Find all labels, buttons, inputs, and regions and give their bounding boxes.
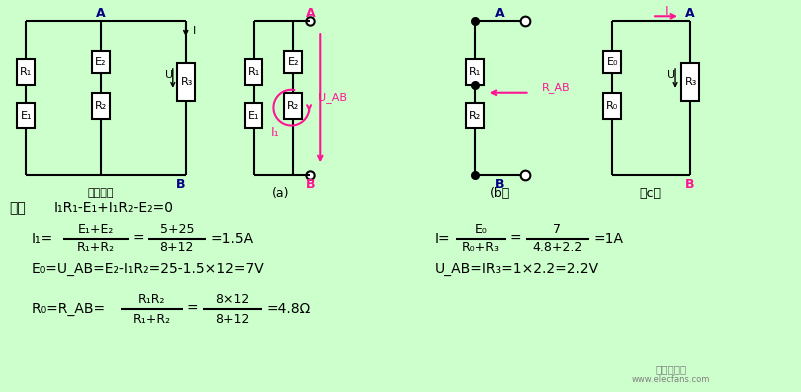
- Bar: [92, 93, 110, 118]
- Text: 5+25: 5+25: [159, 223, 194, 236]
- Text: R₁+R₂: R₁+R₂: [77, 241, 115, 254]
- Text: 8+12: 8+12: [215, 313, 250, 326]
- Text: A: A: [495, 7, 505, 20]
- Text: R₂: R₂: [469, 111, 481, 121]
- Bar: [284, 93, 302, 118]
- Text: I=: I=: [435, 232, 450, 246]
- Text: 7: 7: [553, 223, 562, 236]
- Text: I₁R₁-E₁+I₁R₂-E₂=0: I₁R₁-E₁+I₁R₂-E₂=0: [53, 201, 173, 215]
- Text: E₂: E₂: [288, 57, 299, 67]
- Bar: [244, 59, 263, 85]
- Text: www.elecfans.com: www.elecfans.com: [632, 375, 710, 384]
- Bar: [465, 103, 484, 129]
- Text: E₁: E₁: [21, 111, 32, 121]
- Bar: [284, 51, 302, 73]
- Text: E₂: E₂: [95, 57, 107, 67]
- Text: （图一）: （图一）: [88, 188, 115, 198]
- Text: R₃: R₃: [685, 77, 697, 87]
- Text: B: B: [176, 178, 186, 191]
- Bar: [18, 103, 35, 129]
- Text: =: =: [133, 232, 144, 246]
- Text: E₁+E₂: E₁+E₂: [78, 223, 115, 236]
- Text: B: B: [495, 178, 505, 191]
- Text: (b）: (b）: [489, 187, 509, 200]
- Text: R₁: R₁: [248, 67, 260, 77]
- Text: R₂: R₂: [288, 101, 300, 111]
- Bar: [603, 51, 622, 73]
- Text: =1.5A: =1.5A: [211, 232, 254, 246]
- Text: E₀: E₀: [606, 57, 618, 67]
- Text: A: A: [305, 7, 315, 20]
- Text: E₀=U_AB=E₂-I₁R₂=25-1.5×12=7V: E₀=U_AB=E₂-I₁R₂=25-1.5×12=7V: [31, 263, 264, 276]
- Text: =: =: [509, 232, 521, 246]
- Text: I: I: [193, 26, 196, 36]
- Text: B: B: [685, 178, 694, 191]
- Bar: [603, 93, 622, 118]
- Text: R₀=R_AB=: R₀=R_AB=: [31, 302, 106, 316]
- Text: R₃: R₃: [180, 77, 193, 87]
- Text: =: =: [187, 302, 199, 316]
- Text: I₁=: I₁=: [31, 232, 53, 246]
- Text: 解：: 解：: [10, 201, 26, 215]
- Bar: [18, 59, 35, 85]
- Text: R₁+R₂: R₁+R₂: [133, 313, 171, 326]
- Text: =1A: =1A: [594, 232, 623, 246]
- Bar: [92, 51, 110, 73]
- Text: U_AB: U_AB: [318, 92, 347, 103]
- Bar: [177, 63, 195, 101]
- Text: A: A: [96, 7, 106, 20]
- Text: =4.8Ω: =4.8Ω: [267, 302, 311, 316]
- Text: R_AB: R_AB: [542, 82, 571, 93]
- Text: U: U: [165, 70, 173, 80]
- Text: R₀: R₀: [606, 101, 618, 111]
- Text: I: I: [664, 5, 668, 18]
- Text: R₁R₂: R₁R₂: [138, 293, 166, 306]
- Text: （c）: （c）: [639, 187, 661, 200]
- Text: 8×12: 8×12: [215, 293, 250, 306]
- Bar: [244, 103, 263, 129]
- Text: U: U: [667, 70, 675, 80]
- Text: E₀: E₀: [474, 223, 487, 236]
- Bar: [681, 63, 699, 101]
- Text: (a): (a): [272, 187, 289, 200]
- Text: E₁: E₁: [248, 111, 260, 121]
- Text: B: B: [305, 178, 315, 191]
- Text: 4.8+2.2: 4.8+2.2: [533, 241, 582, 254]
- Bar: [465, 59, 484, 85]
- Text: R₂: R₂: [95, 101, 107, 111]
- Text: R₁: R₁: [20, 67, 32, 77]
- Text: R₀+R₃: R₀+R₃: [461, 241, 500, 254]
- Text: R₁: R₁: [469, 67, 481, 77]
- Text: U_AB=IR₃=1×2.2=2.2V: U_AB=IR₃=1×2.2=2.2V: [435, 263, 599, 276]
- Text: I₁: I₁: [271, 126, 280, 139]
- Text: 电子发烧友: 电子发烧友: [655, 364, 686, 374]
- Text: 8+12: 8+12: [159, 241, 194, 254]
- Text: A: A: [685, 7, 694, 20]
